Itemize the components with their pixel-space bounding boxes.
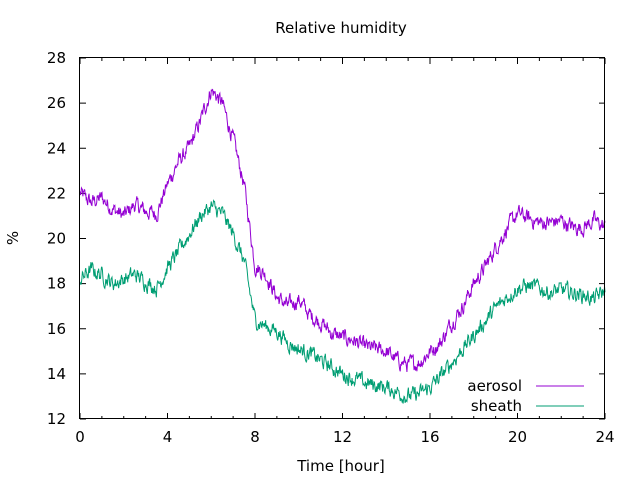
plot-series [79,88,606,404]
x-tick-label: 8 [250,428,260,446]
y-tick-label: 18 [47,275,66,293]
y-tick-label: 12 [47,410,66,428]
x-tick-label: 24 [595,428,614,446]
x-axis-label: Time [hour] [296,457,385,475]
series-line-aerosol [79,88,606,372]
x-tick-label: 20 [508,428,527,446]
y-tick-label: 24 [47,139,66,157]
y-tick-label: 14 [47,365,66,383]
plot-frame [79,57,605,419]
x-tick-label: 16 [420,428,439,446]
legend: aerosol sheath [467,377,584,415]
series-line-sheath [79,199,606,404]
y-tick-label: 20 [47,230,66,248]
x-tick-label: 12 [333,428,352,446]
legend-label-aerosol: aerosol [467,377,522,395]
axis-ticks: 0 4 8 12 16 20 24 12 14 16 18 20 22 24 26 28 [47,49,615,446]
y-tick-label: 28 [47,49,66,67]
x-tick-label: 4 [163,428,173,446]
x-tick-label: 0 [75,428,85,446]
chart-title: Relative humidity [275,19,407,37]
y-tick-label: 26 [47,94,66,112]
y-tick-label: 16 [47,320,66,338]
y-tick-label: 22 [47,184,66,202]
legend-label-sheath: sheath [471,397,522,415]
y-axis-label: % [4,231,22,245]
